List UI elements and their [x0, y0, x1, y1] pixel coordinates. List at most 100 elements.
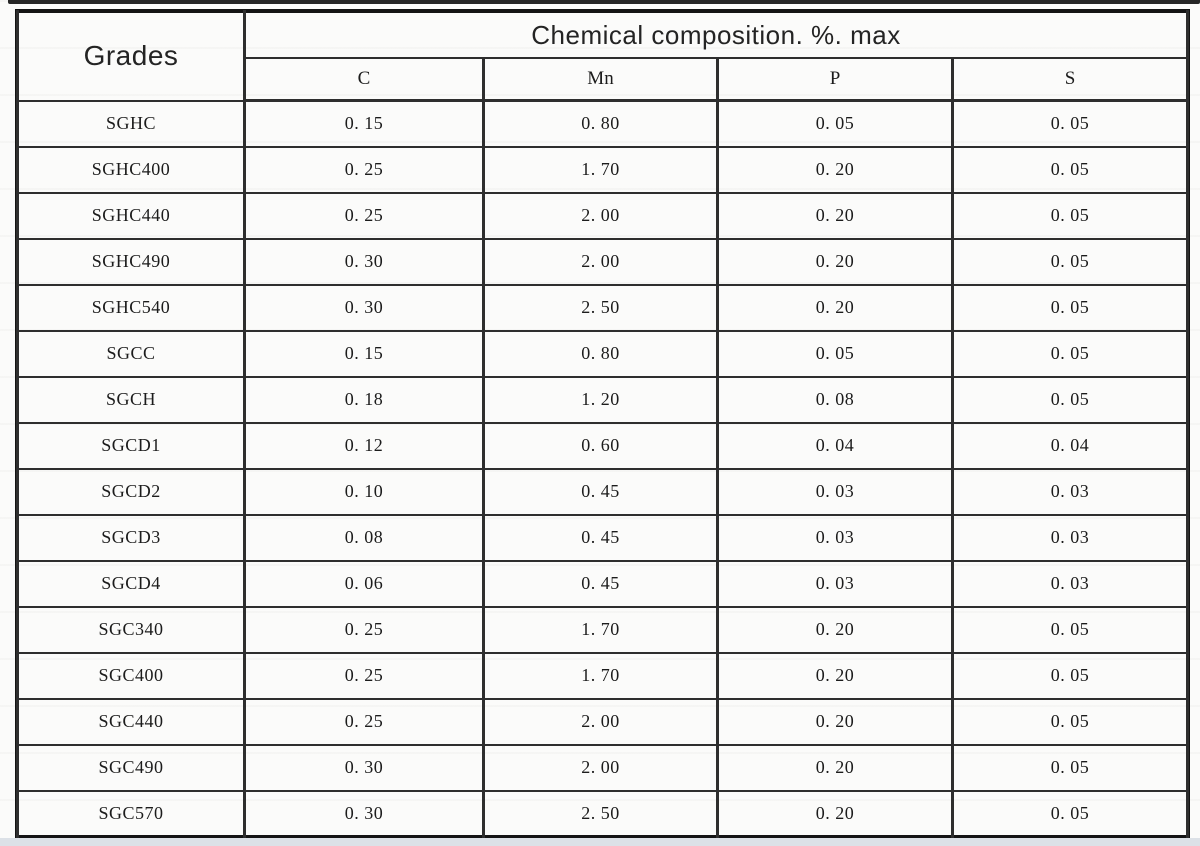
grade-cell: SGHC440 [16, 191, 246, 240]
table-row: SGC340 0. 25 1. 70 0. 20 0. 05 [16, 605, 1190, 654]
value-cell: 0. 20 [716, 237, 954, 286]
value-cell: 0. 04 [950, 421, 1190, 470]
value-cell: 0. 05 [716, 99, 954, 148]
value-cell: 0. 05 [716, 329, 954, 378]
value-cell: 0. 80 [482, 329, 719, 378]
value-cell: 0. 05 [950, 283, 1190, 332]
table-row: SGHC540 0. 30 2. 50 0. 20 0. 05 [16, 283, 1190, 332]
value-cell: 0. 25 [243, 651, 485, 700]
value-cell: 2. 00 [482, 191, 719, 240]
table-row: SGHC 0. 15 0. 80 0. 05 0. 05 [16, 99, 1190, 148]
value-cell: 0. 20 [716, 191, 954, 240]
grade-cell: SGCH [16, 375, 246, 424]
grade-cell: SGCD4 [16, 559, 246, 608]
table-row: SGCH 0. 18 1. 20 0. 08 0. 05 [16, 375, 1190, 424]
value-cell: 0. 05 [950, 99, 1190, 148]
grade-cell: SGCC [16, 329, 246, 378]
value-cell: 0. 08 [243, 513, 485, 562]
element-header-row: C Mn P S [18, 57, 1190, 102]
value-cell: 0. 03 [950, 559, 1190, 608]
grade-cell: SGC490 [16, 743, 246, 792]
value-cell: 0. 20 [716, 651, 954, 700]
grade-cell: SGHC490 [16, 237, 246, 286]
value-cell: 2. 50 [482, 283, 719, 332]
value-cell: 0. 60 [482, 421, 719, 470]
value-cell: 0. 05 [950, 789, 1190, 838]
grade-cell: SGHC540 [16, 283, 246, 332]
value-cell: 0. 25 [243, 605, 485, 654]
grade-cell: SGC440 [16, 697, 246, 746]
grade-cell: SGC400 [16, 651, 246, 700]
value-cell: 0. 18 [243, 375, 485, 424]
column-header-p: P [716, 57, 954, 102]
value-cell: 1. 70 [482, 605, 719, 654]
group-header-row: Grades Chemical composition. %. max [16, 10, 1190, 102]
value-cell: 0. 03 [716, 559, 954, 608]
value-cell: 0. 20 [716, 743, 954, 792]
table-row: SGHC400 0. 25 1. 70 0. 20 0. 05 [16, 145, 1190, 194]
chemical-composition-table: Grades Chemical composition. %. max C Mn… [16, 10, 1190, 838]
table-row: SGC400 0. 25 1. 70 0. 20 0. 05 [16, 651, 1190, 700]
scan-artifact-top-band [8, 0, 1200, 4]
column-header-s: S [950, 57, 1190, 102]
table-row: SGHC490 0. 30 2. 00 0. 20 0. 05 [16, 237, 1190, 286]
value-cell: 1. 20 [482, 375, 719, 424]
value-cell: 0. 03 [716, 513, 954, 562]
value-cell: 0. 20 [716, 789, 954, 838]
value-cell: 0. 25 [243, 191, 485, 240]
value-cell: 0. 03 [950, 513, 1190, 562]
table-row: SGC440 0. 25 2. 00 0. 20 0. 05 [16, 697, 1190, 746]
grades-column-header: Grades [16, 10, 246, 102]
value-cell: 0. 10 [243, 467, 485, 516]
value-cell: 0. 20 [716, 145, 954, 194]
value-cell: 0. 30 [243, 237, 485, 286]
value-cell: 0. 03 [716, 467, 954, 516]
grade-cell: SGHC400 [16, 145, 246, 194]
grade-cell: SGC340 [16, 605, 246, 654]
value-cell: 1. 70 [482, 651, 719, 700]
value-cell: 0. 25 [243, 145, 485, 194]
value-cell: 0. 05 [950, 329, 1190, 378]
value-cell: 0. 06 [243, 559, 485, 608]
column-header-c: C [243, 57, 485, 102]
table-row: SGCC 0. 15 0. 80 0. 05 0. 05 [16, 329, 1190, 378]
value-cell: 0. 05 [950, 697, 1190, 746]
value-cell: 0. 20 [716, 605, 954, 654]
table-body: SGHC 0. 15 0. 80 0. 05 0. 05 SGHC400 0. 25 1. 7… [16, 99, 1190, 838]
value-cell: 0. 05 [950, 191, 1190, 240]
value-cell: 2. 00 [482, 743, 719, 792]
table-row: SGC490 0. 30 2. 00 0. 20 0. 05 [16, 743, 1190, 792]
value-cell: 0. 08 [716, 375, 954, 424]
table-row: SGCD4 0. 06 0. 45 0. 03 0. 03 [16, 559, 1190, 608]
value-cell: 0. 25 [243, 697, 485, 746]
value-cell: 0. 45 [482, 467, 719, 516]
value-cell: 0. 80 [482, 99, 719, 148]
table-row: SGC570 0. 30 2. 50 0. 20 0. 05 [16, 789, 1190, 838]
value-cell: 0. 20 [716, 697, 954, 746]
scan-artifact-bottom-strip [0, 838, 1200, 846]
value-cell: 0. 15 [243, 99, 485, 148]
value-cell: 0. 45 [482, 559, 719, 608]
value-cell: 0. 05 [950, 145, 1190, 194]
value-cell: 0. 30 [243, 789, 485, 838]
column-header-mn: Mn [482, 57, 719, 102]
grade-cell: SGC570 [16, 789, 246, 838]
value-cell: 0. 05 [950, 743, 1190, 792]
value-cell: 0. 30 [243, 743, 485, 792]
value-cell: 2. 50 [482, 789, 719, 838]
value-cell: 0. 05 [950, 605, 1190, 654]
value-cell: 0. 05 [950, 651, 1190, 700]
value-cell: 0. 30 [243, 283, 485, 332]
table-header: Grades Chemical composition. %. max C Mn… [16, 10, 1190, 102]
value-cell: 0. 03 [950, 467, 1190, 516]
value-cell: 0. 05 [950, 237, 1190, 286]
table-row: SGHC440 0. 25 2. 00 0. 20 0. 05 [16, 191, 1190, 240]
grade-cell: SGCD3 [16, 513, 246, 562]
grade-cell: SGCD2 [16, 467, 246, 516]
value-cell: 0. 45 [482, 513, 719, 562]
value-cell: 2. 00 [482, 237, 719, 286]
grade-cell: SGCD1 [16, 421, 246, 470]
grade-cell: SGHC [16, 99, 246, 148]
table-row: SGCD1 0. 12 0. 60 0. 04 0. 04 [16, 421, 1190, 470]
